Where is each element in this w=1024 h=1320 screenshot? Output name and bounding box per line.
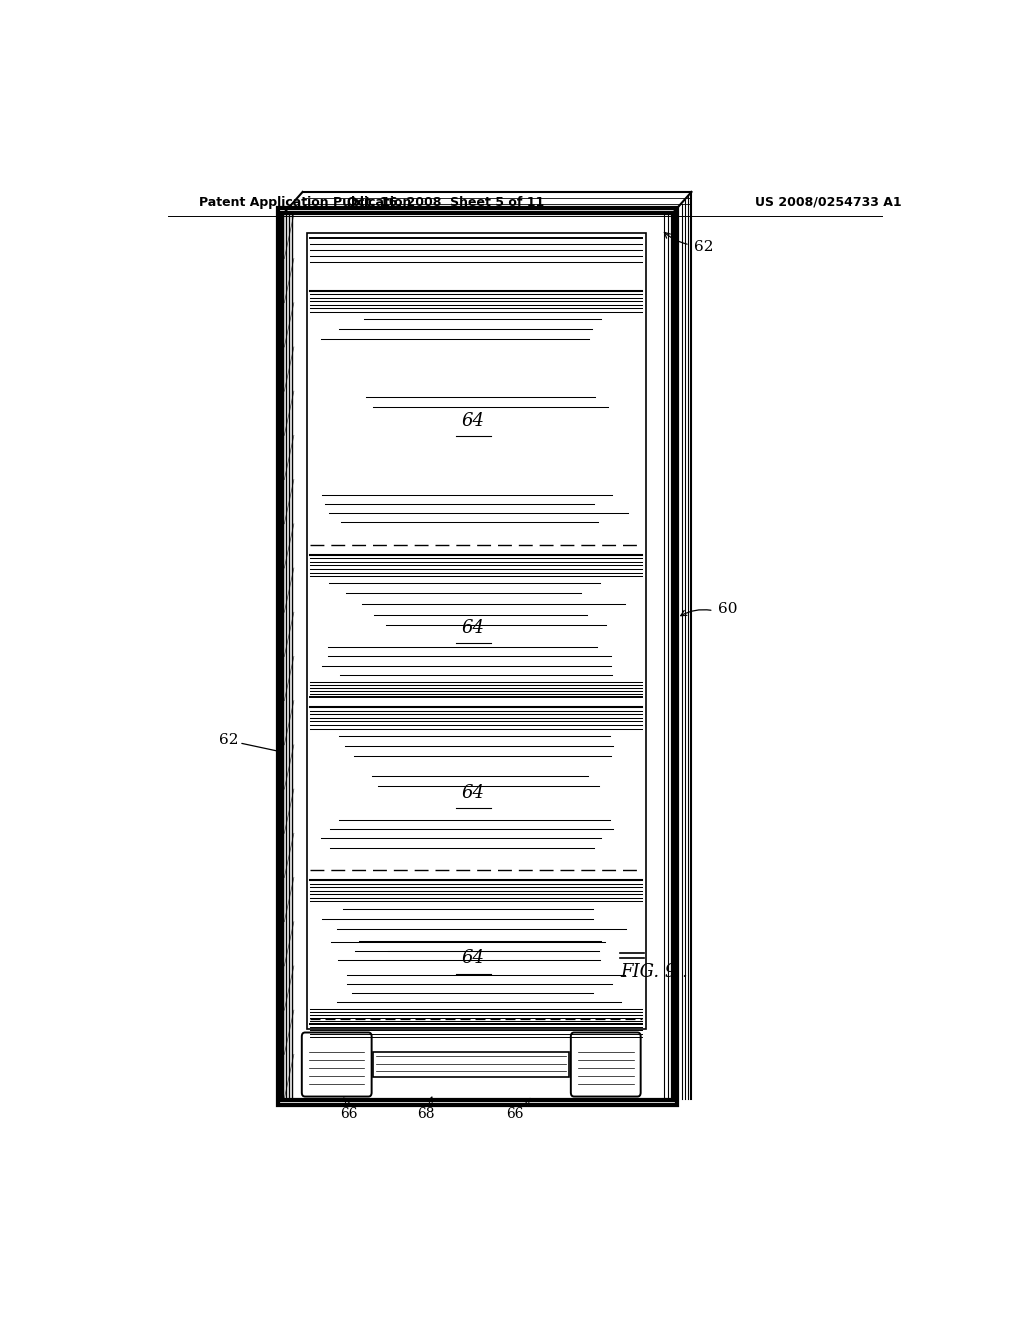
- Bar: [276, 207, 678, 1106]
- Text: 68: 68: [417, 1106, 434, 1121]
- Bar: [373, 1052, 569, 1077]
- Text: FIG. 9 .: FIG. 9 .: [620, 962, 688, 981]
- Bar: [279, 210, 676, 1104]
- Text: 64: 64: [462, 412, 484, 429]
- Text: Patent Application Publication: Patent Application Publication: [200, 195, 412, 209]
- Text: 60: 60: [718, 602, 737, 615]
- Text: 62: 62: [219, 733, 239, 747]
- Bar: [283, 214, 672, 1098]
- Bar: [281, 211, 674, 1101]
- Text: Oct. 16, 2008  Sheet 5 of 11: Oct. 16, 2008 Sheet 5 of 11: [347, 195, 544, 209]
- Text: 64: 64: [462, 784, 484, 801]
- FancyBboxPatch shape: [302, 1032, 372, 1097]
- Text: 62: 62: [694, 240, 714, 253]
- Text: 66: 66: [340, 1106, 357, 1121]
- Bar: [306, 232, 646, 1030]
- Text: 66: 66: [507, 1106, 524, 1121]
- Text: 64: 64: [462, 619, 484, 638]
- Text: 64: 64: [462, 949, 484, 968]
- Text: US 2008/0254733 A1: US 2008/0254733 A1: [755, 195, 901, 209]
- FancyBboxPatch shape: [570, 1032, 641, 1097]
